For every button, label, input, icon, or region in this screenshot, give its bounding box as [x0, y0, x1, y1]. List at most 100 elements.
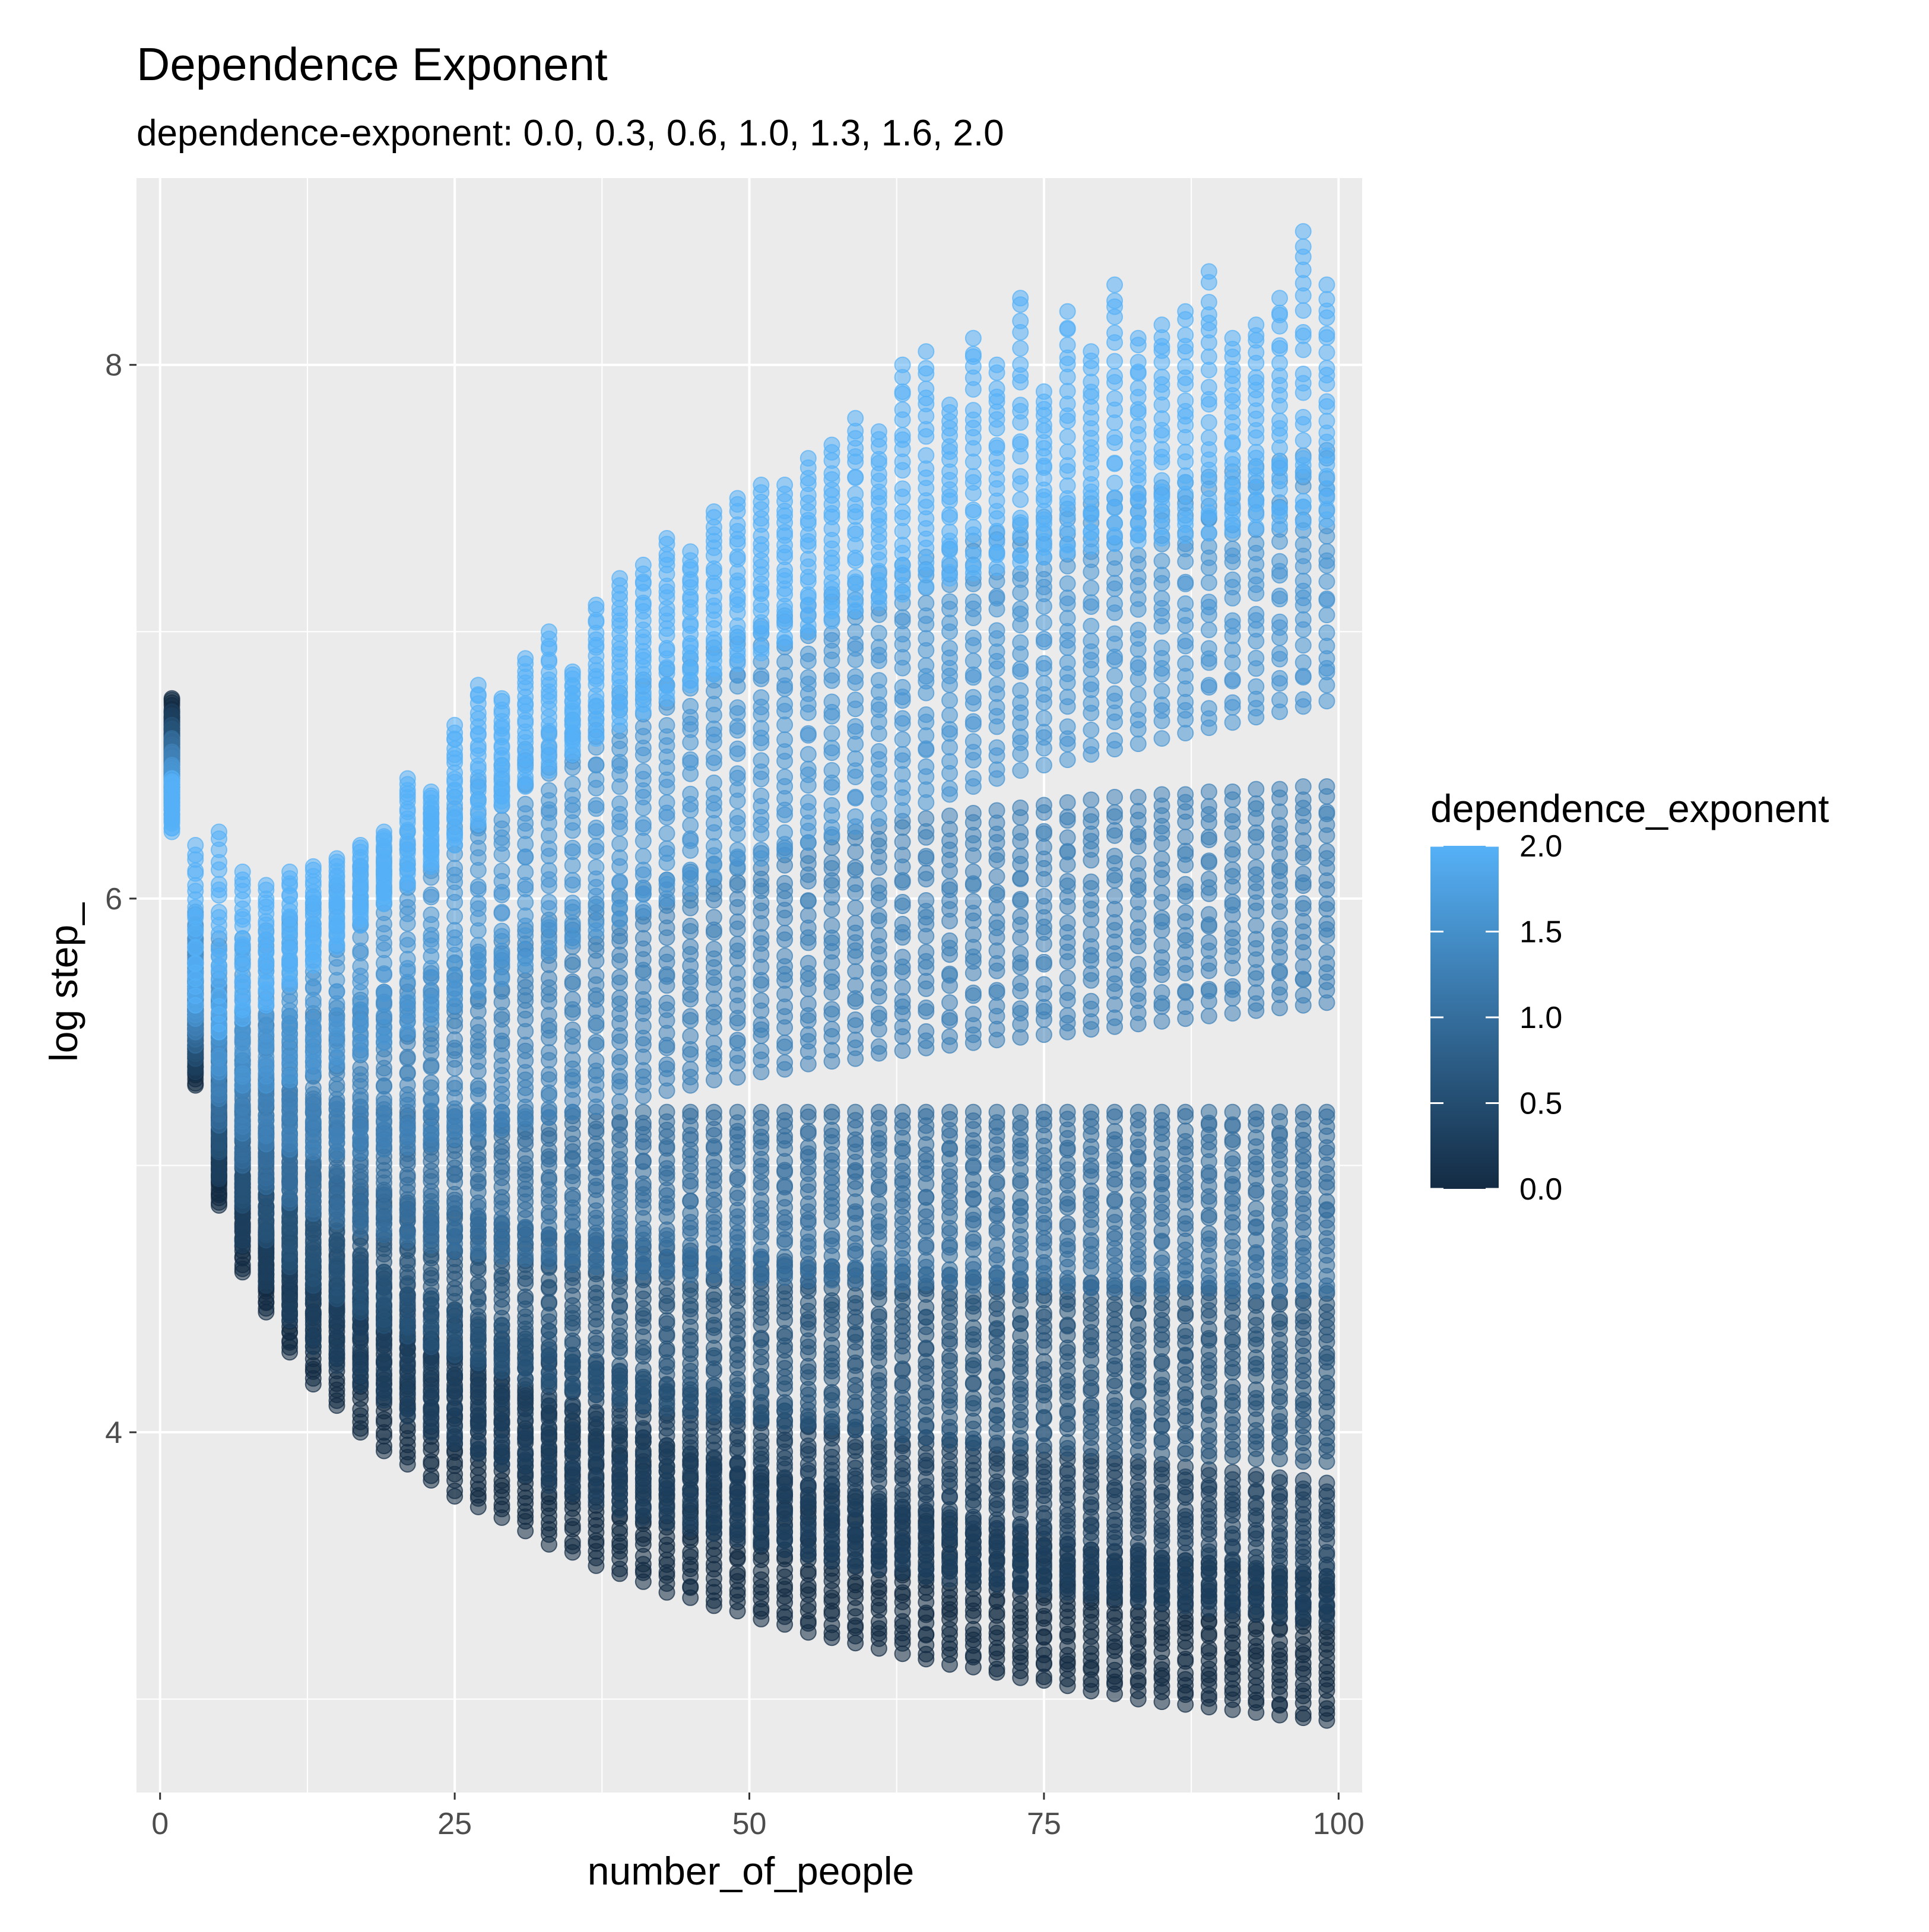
data-point: [1131, 1399, 1146, 1414]
data-point: [1272, 1311, 1287, 1327]
data-point: [1131, 1192, 1146, 1207]
data-point: [659, 1057, 675, 1073]
data-point: [1131, 1105, 1146, 1120]
data-point: [683, 1061, 698, 1077]
data-point: [1131, 1275, 1146, 1290]
data-point: [541, 1045, 557, 1060]
data-point: [753, 1017, 769, 1032]
data-point: [942, 1262, 957, 1277]
data-point: [706, 909, 722, 925]
data-point: [1225, 1151, 1240, 1166]
data-point: [659, 946, 675, 962]
data-point: [1248, 1382, 1264, 1397]
data-point: [683, 939, 698, 954]
data-point: [1248, 1201, 1264, 1216]
data-point: [871, 1105, 887, 1120]
data-point: [1225, 1233, 1240, 1249]
data-point: [1319, 1105, 1334, 1120]
data-point: [1178, 1208, 1193, 1224]
data-point: [1296, 1105, 1311, 1120]
data-point: [1154, 1105, 1170, 1120]
data-point: [1083, 1276, 1099, 1292]
data-point: [966, 1206, 981, 1222]
data-point: [824, 1228, 840, 1243]
data-point: [1319, 1194, 1334, 1209]
data-point: [565, 992, 580, 1007]
data-point: [801, 1105, 816, 1120]
data-point: [848, 1105, 863, 1120]
data-point: [706, 991, 722, 1007]
data-point: [541, 1067, 557, 1082]
data-point: [1083, 1105, 1099, 1120]
data-point: [1036, 1105, 1052, 1120]
data-point: [683, 918, 698, 934]
data-point: [1225, 1105, 1240, 1120]
data-point: [1036, 1425, 1052, 1441]
data-point: [659, 1105, 675, 1120]
data-point: [1248, 1467, 1264, 1483]
data-point: [1083, 1183, 1099, 1198]
data-point: [1060, 1105, 1075, 1120]
data-point: [966, 1105, 981, 1120]
data-point: [1107, 1105, 1122, 1120]
data-point: [1036, 1354, 1052, 1369]
data-point: [1154, 1250, 1170, 1265]
data-point: [565, 1052, 580, 1067]
data-point: [659, 995, 675, 1011]
data-point: [730, 1169, 745, 1185]
data-point: [989, 1105, 1005, 1120]
data-point: [706, 1105, 722, 1120]
data-point: [471, 1078, 486, 1093]
data-point: [612, 1094, 627, 1109]
data-point: [588, 968, 604, 984]
data-point: [753, 929, 769, 945]
data-point: [636, 931, 651, 946]
data-point: [1060, 1216, 1075, 1231]
data-point: [730, 937, 745, 952]
chart-subtitle: dependence-exponent: 0.0, 0.3, 0.6, 1.0,…: [137, 113, 1004, 154]
data-point: [706, 941, 722, 957]
data-point: [683, 1029, 698, 1044]
data-point: [824, 1105, 840, 1120]
data-point: [753, 1043, 769, 1059]
data-point: [942, 1105, 957, 1120]
data-point: [588, 1053, 604, 1068]
data-point: [966, 1320, 981, 1335]
data-point: [730, 965, 745, 981]
data-point: [730, 1105, 745, 1120]
data-point: [471, 1103, 486, 1118]
data-point: [636, 1153, 651, 1169]
data-point: [966, 1375, 981, 1391]
data-point: [1107, 1124, 1122, 1139]
data-point: [1013, 1105, 1028, 1120]
data-point: [612, 969, 627, 985]
data-point: [730, 914, 745, 929]
data-point: [966, 1231, 981, 1246]
data-point: [1201, 1226, 1217, 1241]
data-point: [966, 1256, 981, 1271]
data-point: [871, 1306, 887, 1322]
data-point: [1178, 1105, 1193, 1120]
data-point: [612, 1049, 627, 1065]
data-point: [1225, 1379, 1240, 1394]
data-point: [730, 1070, 745, 1085]
data-point: [801, 1124, 816, 1139]
data-point: [1272, 1105, 1287, 1120]
data-point: [1248, 1105, 1264, 1120]
data-point: [918, 1238, 934, 1253]
data-point: [1201, 1105, 1217, 1120]
data-point: [588, 1035, 604, 1050]
data-point: [1225, 1465, 1240, 1480]
data-point: [824, 1385, 840, 1400]
data-point: [895, 1105, 910, 1120]
data-point: [871, 1245, 887, 1261]
data-point: [871, 1195, 887, 1211]
data-point: [1013, 1191, 1028, 1206]
data-point: [1319, 1476, 1334, 1491]
data-point: [753, 1105, 769, 1120]
data-point: [777, 1105, 792, 1120]
data-point: [447, 1076, 462, 1092]
data-point: [565, 974, 580, 989]
